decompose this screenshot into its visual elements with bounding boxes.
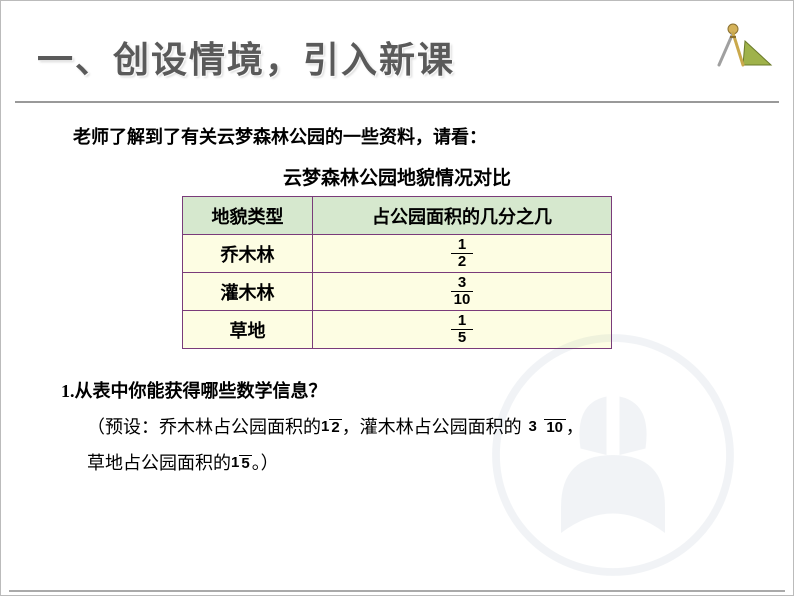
title-underline <box>15 101 779 103</box>
cell-fraction: 3 10 <box>313 273 612 311</box>
question-answer: （预设：乔木林占公园面积的 1 2 ，灌木林占公园面积的 3 10 ， 草地占公… <box>87 409 793 481</box>
table-row: 乔木林 1 2 <box>183 235 612 273</box>
fraction: 1 5 <box>451 313 473 346</box>
table-row: 草地 1 5 <box>183 311 612 349</box>
fraction: 3 10 <box>451 275 473 308</box>
answer-line-2: 草地占公园面积的 1 5 。） <box>87 445 793 481</box>
question-text: 从表中你能获得哪些数学信息？ <box>75 373 327 409</box>
fraction: 1 2 <box>321 419 342 436</box>
fraction: 1 2 <box>451 237 473 270</box>
answer-line-1: （预设：乔木林占公园面积的 1 2 ，灌木林占公园面积的 3 10 ， <box>87 409 793 445</box>
question-number: 1. <box>61 373 75 409</box>
question-prompt: 1. 从表中你能获得哪些数学信息？ <box>61 373 793 409</box>
header-type: 地貌类型 <box>183 197 313 235</box>
table-header-row: 地貌类型 占公园面积的几分之几 <box>183 197 612 235</box>
page-title: 一、创设情境，引入新课 <box>37 31 793 83</box>
bottom-border <box>9 590 785 592</box>
fraction: 3 10 <box>522 419 566 436</box>
landform-table: 地貌类型 占公园面积的几分之几 乔木林 1 2 灌木林 3 10 草地 <box>182 196 612 349</box>
intro-text: 老师了解到了有关云梦森林公园的一些资料，请看： <box>73 123 793 149</box>
compass-triangle-icon <box>713 21 773 71</box>
table-row: 灌木林 3 10 <box>183 273 612 311</box>
cell-type: 乔木林 <box>183 235 313 273</box>
fraction: 1 5 <box>231 455 252 472</box>
cell-fraction: 1 2 <box>313 235 612 273</box>
question-block: 1. 从表中你能获得哪些数学信息？ （预设：乔木林占公园面积的 1 2 ，灌木林… <box>61 373 793 481</box>
title-block: 一、创设情境，引入新课 <box>1 1 793 93</box>
cell-fraction: 1 5 <box>313 311 612 349</box>
slide: 一、创设情境，引入新课 老师了解到了有关云梦森林公园的一些资料，请看： 云梦森林… <box>0 0 794 596</box>
table-caption: 云梦森林公园地貌情况对比 <box>1 163 793 190</box>
header-fraction: 占公园面积的几分之几 <box>313 197 612 235</box>
cell-type: 草地 <box>183 311 313 349</box>
cell-type: 灌木林 <box>183 273 313 311</box>
